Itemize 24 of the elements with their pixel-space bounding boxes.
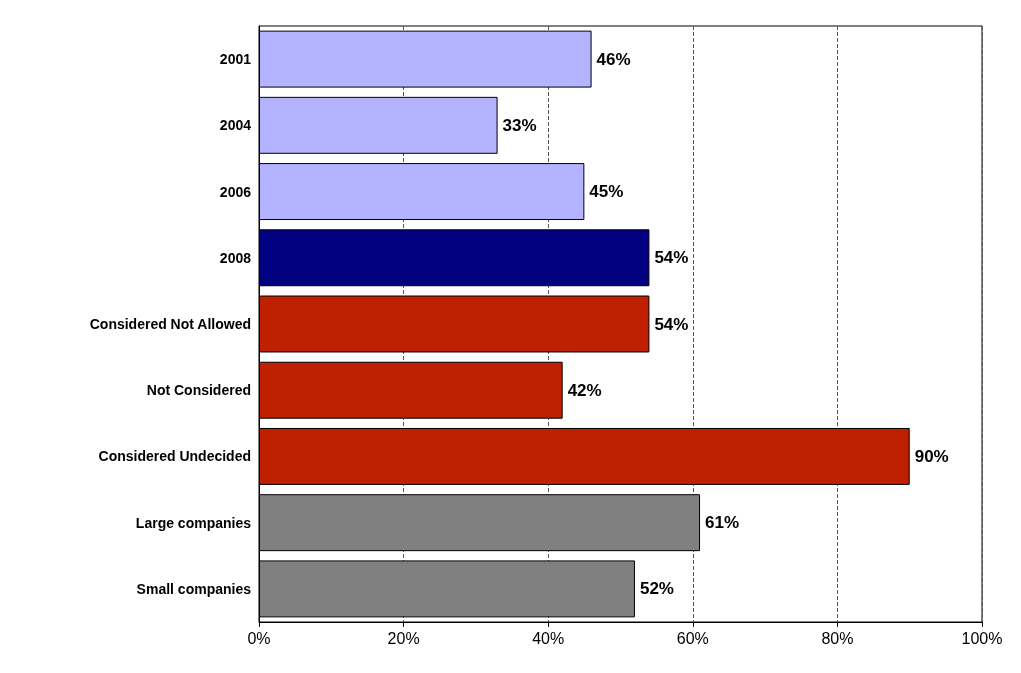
data-label: 54% [654,314,689,334]
data-label: 46% [596,49,631,69]
y-tick-label: Considered Not Allowed [89,316,251,332]
y-tick-label: 2004 [219,117,252,134]
y-tick-label: 2006 [219,183,252,200]
data-label: 42% [567,380,602,400]
x-tick-label: 0% [247,629,271,647]
y-tick-label: Considered Undecided [98,448,251,465]
data-label: 54% [654,248,689,268]
y-tick-label: Small companies [136,580,252,597]
x-tick-label: 100% [961,629,1003,647]
data-label: 33% [502,115,537,135]
data-label: 52% [639,579,674,599]
y-tick-label: 2001 [219,51,252,68]
x-tick-label: 40% [532,629,565,647]
data-label: 61% [705,513,740,533]
data-label: 45% [589,182,624,202]
x-tick-label: 80% [821,629,854,647]
x-tick-label: 20% [387,629,420,647]
y-tick-label: 2008 [219,249,252,266]
y-tick-label: Not Considered [146,382,251,399]
data-label: 90% [914,446,949,466]
x-tick-label: 60% [676,629,709,647]
y-tick-label: Large companies [135,514,252,531]
